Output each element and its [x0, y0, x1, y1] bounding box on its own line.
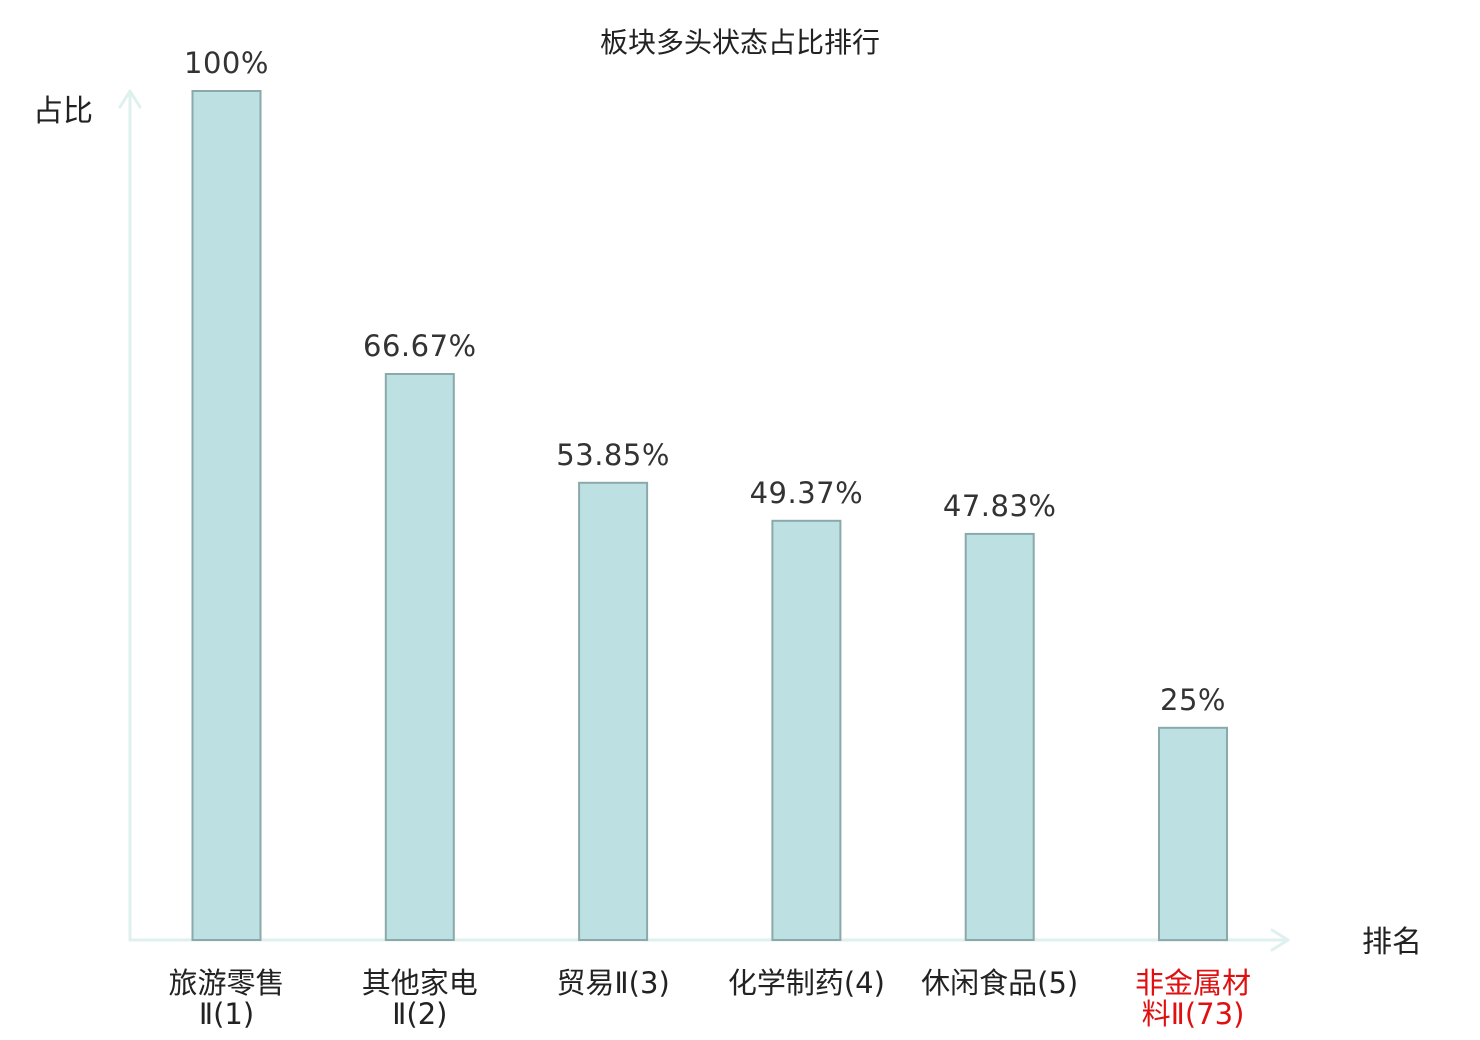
category-label-1-line-2: Ⅱ(1) — [199, 997, 254, 1031]
value-label-6: 25% — [1160, 683, 1226, 717]
category-label-5-line-1: 休闲食品(5) — [921, 966, 1078, 1000]
y-axis-title: 占比 — [33, 94, 93, 129]
value-label-4: 49.37% — [750, 476, 864, 510]
value-label-3: 53.85% — [556, 438, 670, 472]
category-label-3-line-1: 贸易Ⅱ(3) — [556, 966, 669, 1000]
bar-1 — [191, 90, 262, 941]
bar-2 — [384, 373, 455, 941]
x-axis-title: 排名 — [1362, 925, 1422, 960]
category-label-2-line-1: 其他家电 — [362, 966, 478, 1000]
y-axis-arrow — [118, 89, 142, 109]
category-label-6-line-2: 料Ⅱ(73) — [1142, 997, 1245, 1031]
value-labels-group: 100% 66.67% 53.85% 49.37% 47.83% 25% — [184, 46, 1226, 717]
x-axis-arrow — [1270, 928, 1290, 952]
bar-5 — [964, 532, 1035, 942]
category-label-1-line-1: 旅游零售 — [168, 966, 284, 1000]
bar-3 — [578, 481, 649, 941]
value-label-1: 100% — [184, 46, 269, 80]
bar-6 — [1158, 726, 1228, 942]
bar-4 — [771, 519, 842, 941]
category-label-4-line-1: 化学制药(4) — [728, 966, 885, 1000]
bars-group — [191, 90, 1228, 942]
category-label-2-line-2: Ⅱ(2) — [392, 997, 447, 1031]
value-label-5: 47.83% — [943, 489, 1057, 523]
axes — [118, 89, 1290, 952]
category-label-6-line-1: 非金属材 — [1135, 966, 1251, 1000]
chart-title: 板块多头状态占比排行 — [600, 26, 880, 59]
value-label-2: 66.67% — [363, 329, 477, 363]
